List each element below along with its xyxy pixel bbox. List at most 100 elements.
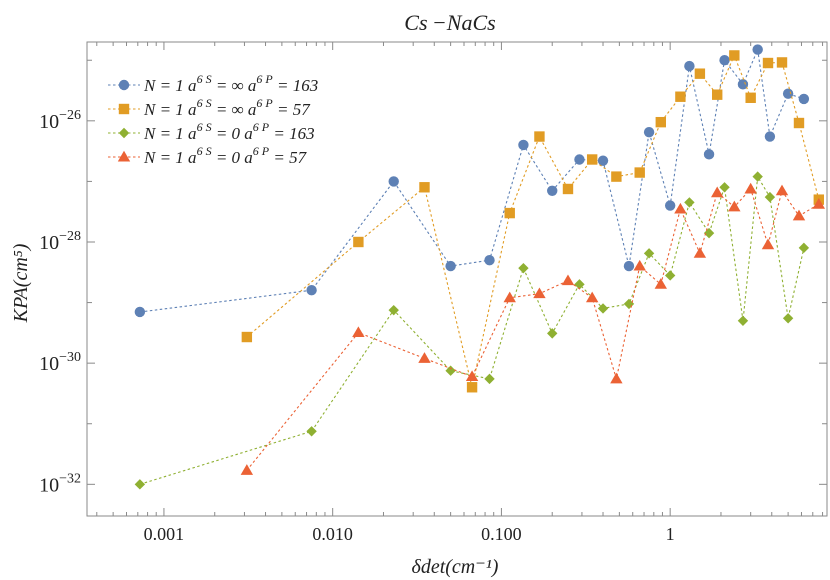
data-point — [586, 154, 598, 165]
data-point — [534, 131, 545, 142]
data-point — [737, 79, 749, 90]
chart-title: Cs −NaCs — [404, 10, 495, 35]
series-line — [246, 53, 820, 388]
data-point — [684, 60, 695, 72]
data-point — [798, 242, 810, 254]
data-point — [388, 176, 399, 187]
plot-frame — [86, 41, 828, 517]
legend-item: N = 1 a6 S = 0 a6 P = 57 — [108, 144, 308, 167]
data-point — [782, 313, 794, 324]
data-point — [418, 352, 431, 363]
data-point — [744, 182, 757, 194]
data-point — [664, 270, 676, 281]
data-point — [752, 44, 763, 55]
data-point — [762, 57, 774, 69]
legend-marker — [117, 150, 131, 162]
data-point — [484, 373, 495, 385]
data-point — [533, 287, 546, 299]
legend-marker — [118, 79, 130, 91]
legend-marker — [118, 127, 130, 139]
legend-label: N = 1 a6 S = ∞ a6 P = 163 — [143, 72, 318, 95]
data-point — [782, 88, 794, 99]
data-point — [703, 149, 715, 160]
data-point — [633, 259, 646, 271]
data-point — [776, 57, 788, 68]
data-point — [241, 331, 253, 343]
data-point — [388, 304, 399, 316]
data-point — [353, 236, 364, 248]
data-point — [752, 171, 763, 182]
data-point — [703, 227, 715, 239]
x-axis-label: δdet(cm⁻¹) — [412, 556, 499, 578]
series-3 — [134, 171, 810, 490]
data-point — [655, 116, 666, 128]
data-point — [719, 182, 730, 193]
series-line — [139, 47, 805, 313]
data-point — [728, 200, 741, 212]
series-2 — [241, 50, 824, 393]
data-point — [484, 255, 495, 266]
x-tick-label: 1 — [666, 524, 675, 544]
series-1 — [134, 44, 810, 318]
data-point — [711, 186, 724, 198]
legend-marker — [118, 103, 130, 115]
series-layer — [134, 44, 825, 490]
data-point — [634, 167, 645, 178]
data-point — [675, 91, 686, 102]
data-point — [445, 260, 456, 272]
axis-ticks: 0.001 0.010 0.100 1 10−26 10−28 10−30 10−32 — [39, 42, 827, 544]
legend-item: N = 1 a6 S = 0 a6 P = 163 — [108, 120, 315, 143]
data-point — [504, 207, 515, 219]
x-tick-label: 0.100 — [481, 524, 522, 544]
data-point — [574, 279, 585, 290]
data-point — [561, 274, 575, 286]
legend-item: N = 1 a6 S = ∞ a6 P = 57 — [108, 96, 311, 119]
y-tick-label: 10−30 — [39, 350, 81, 375]
data-point — [719, 55, 730, 66]
data-point — [693, 247, 707, 258]
data-point — [623, 260, 635, 272]
data-point — [518, 139, 529, 151]
series-line — [246, 187, 820, 471]
data-point — [643, 248, 655, 259]
series-4 — [240, 182, 825, 475]
data-point — [798, 93, 810, 105]
data-point — [737, 315, 749, 327]
data-point — [764, 131, 776, 142]
y-axis-label-text: KPA(cm⁵) — [10, 243, 32, 323]
data-point — [547, 328, 558, 339]
data-point — [761, 238, 775, 250]
y-tick-label: 10−28 — [39, 229, 81, 254]
legend-label: N = 1 a6 S = 0 a6 P = 57 — [143, 144, 308, 167]
y-tick-label: 10−26 — [39, 108, 81, 133]
legend-label: N = 1 a6 S = 0 a6 P = 163 — [143, 120, 315, 143]
data-point — [547, 185, 558, 196]
x-tick-label: 0.010 — [312, 524, 353, 544]
data-point — [562, 183, 574, 195]
data-point — [134, 306, 146, 318]
data-point — [643, 126, 655, 138]
y-axis-label: KPA(cm⁵) — [10, 243, 32, 323]
data-point — [419, 182, 430, 193]
data-point — [306, 285, 317, 296]
data-point — [674, 202, 687, 214]
x-axis-label-text: δdet(cm⁻¹) — [412, 556, 499, 578]
data-point — [518, 262, 529, 274]
data-point — [445, 365, 456, 376]
data-point — [611, 171, 622, 182]
data-point — [306, 426, 317, 437]
data-point — [585, 291, 599, 303]
data-point — [694, 68, 706, 79]
data-point — [240, 464, 254, 475]
data-point — [793, 117, 805, 129]
data-point — [597, 303, 609, 314]
data-point — [775, 184, 789, 196]
legend-item: N = 1 a6 S = ∞ a6 P = 163 — [108, 72, 318, 95]
data-point — [352, 326, 365, 338]
data-point — [792, 209, 806, 221]
data-point — [466, 382, 478, 393]
data-point — [610, 372, 623, 384]
data-point — [712, 89, 723, 100]
